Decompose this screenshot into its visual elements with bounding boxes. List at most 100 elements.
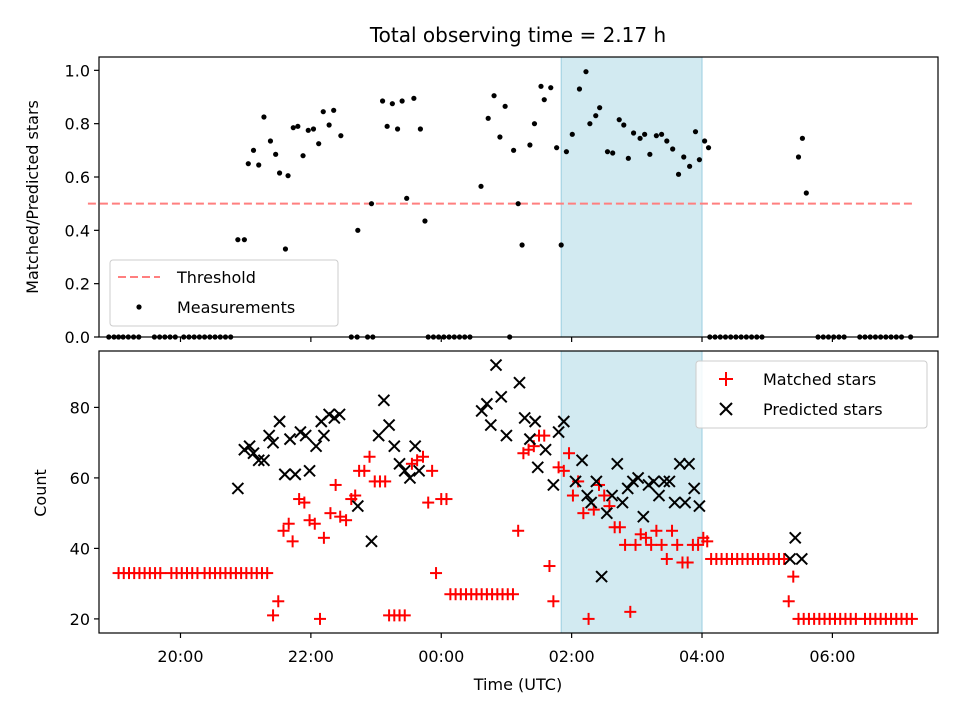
matched-point <box>506 588 519 601</box>
predicted-point <box>547 478 560 492</box>
matched-point <box>681 556 694 569</box>
predicted-point <box>668 496 681 509</box>
bottom-axes-frame <box>98 350 939 634</box>
measurement-point <box>687 163 693 169</box>
bottom-x-tick-label: 04:00 <box>679 647 725 666</box>
measurement-point <box>326 122 332 128</box>
predicted-point <box>333 408 346 421</box>
matched-point <box>363 450 376 463</box>
matched-point <box>313 612 326 625</box>
matched-point <box>422 496 435 509</box>
predicted-point <box>693 499 706 513</box>
measurement-point <box>285 173 291 179</box>
matched-point <box>349 489 362 502</box>
predicted-point <box>393 457 406 471</box>
matched-point <box>286 535 299 548</box>
measurement-point <box>630 130 637 136</box>
measurement-point <box>295 123 301 129</box>
predicted-point <box>557 415 571 428</box>
matched-point <box>329 478 342 491</box>
predicted-point <box>687 482 701 495</box>
predicted-point <box>678 496 692 509</box>
bottom-x-tick-label: 22:00 <box>288 647 334 666</box>
matched-point <box>261 567 274 580</box>
measurement-point <box>355 227 361 233</box>
matched-point <box>282 517 295 530</box>
predicted-point <box>539 443 552 456</box>
measurement-point <box>368 201 375 207</box>
predicted-point <box>584 496 598 509</box>
measurement-point <box>399 98 405 104</box>
measurement-point <box>658 131 665 137</box>
predicted-point <box>523 432 537 446</box>
matched-point <box>298 496 311 509</box>
predicted-point <box>382 418 396 432</box>
predicted-point <box>484 418 498 432</box>
predicted-point <box>247 447 260 460</box>
measurement-point <box>497 134 503 140</box>
measurement-point <box>404 195 410 201</box>
predicted-point <box>257 454 271 467</box>
measurement-point <box>310 126 317 132</box>
predicted-points-group <box>231 358 808 583</box>
matched-point <box>598 489 611 502</box>
measurement-point <box>681 154 687 160</box>
matched-point <box>308 517 321 530</box>
predicted-point <box>365 535 378 548</box>
measurement-point <box>422 218 428 224</box>
predicted-point <box>377 394 391 407</box>
matched-point <box>655 538 668 551</box>
measurement-point <box>276 170 283 176</box>
bottom-y-tick-label: 80 <box>70 398 90 417</box>
top-panel: 0.0 0.2 0.4 0.6 0.8 1.0 Matched/Predicted sta… <box>23 56 939 347</box>
top-y-tick-label: 0.8 <box>65 115 90 134</box>
predicted-point <box>513 376 526 389</box>
predicted-point <box>590 475 603 488</box>
predicted-point <box>500 429 513 442</box>
measurement-point <box>282 246 289 252</box>
matched-point <box>538 429 551 442</box>
bottom-x-ticks: 20:00 22:00 00:00 02:00 04:00 06:00 <box>157 633 855 666</box>
matched-point <box>905 612 918 625</box>
predicted-point <box>388 439 401 453</box>
measurement-point <box>250 147 257 153</box>
legend-threshold-label: Threshold <box>176 268 256 287</box>
measurement-point <box>795 154 802 160</box>
predicted-point <box>581 489 594 502</box>
measurement-point <box>300 153 306 159</box>
matched-point <box>324 507 337 520</box>
predicted-point <box>243 439 256 453</box>
top-axes-frame <box>98 56 939 338</box>
matched-point <box>624 605 637 618</box>
legend-predicted-label: Predicted stars <box>763 400 883 419</box>
predicted-point <box>783 552 797 566</box>
measurement-point <box>616 117 622 123</box>
predicted-point <box>531 461 544 474</box>
measurement-point <box>331 107 337 113</box>
matched-point <box>398 609 411 622</box>
top-legend-box <box>109 259 339 327</box>
predicted-point <box>575 454 589 467</box>
bottom-x-tick-label: 06:00 <box>809 647 855 666</box>
predicted-point <box>303 464 316 478</box>
predicted-point <box>372 429 385 442</box>
matched-point <box>267 609 280 622</box>
predicted-point <box>475 404 488 418</box>
measurement-point <box>702 138 708 144</box>
bottom-x-tick-label: 02:00 <box>549 647 595 666</box>
measurement-point <box>491 93 497 99</box>
matched-point <box>272 595 285 608</box>
matched-point <box>639 531 652 544</box>
measurement-point <box>587 121 593 127</box>
bottom-y-tick-label: 40 <box>70 539 90 558</box>
predicted-point <box>299 429 312 442</box>
measurement-point <box>245 161 251 167</box>
predicted-point <box>528 415 542 428</box>
matched-point <box>512 524 525 537</box>
measurement-point <box>692 129 699 135</box>
measurement-point <box>235 237 241 243</box>
measurement-point <box>554 145 560 151</box>
predicted-point <box>273 415 286 428</box>
matched-point <box>440 493 453 506</box>
